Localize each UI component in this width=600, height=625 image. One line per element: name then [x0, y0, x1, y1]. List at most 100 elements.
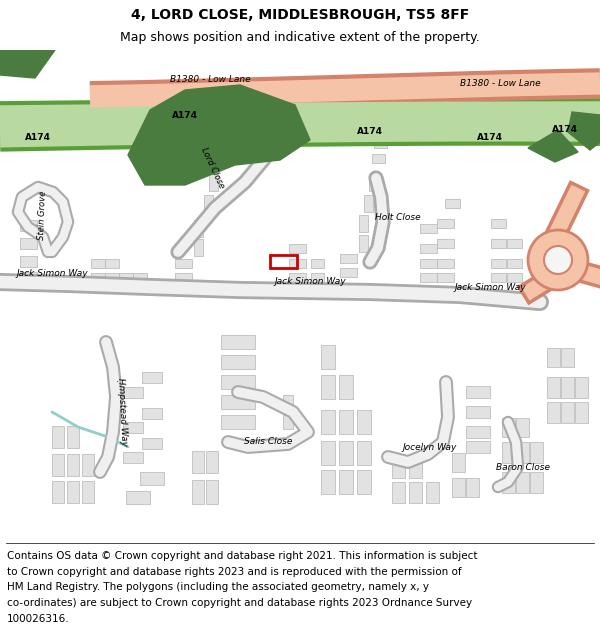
Bar: [223, 129, 233, 146]
Text: Holt Close: Holt Close: [375, 214, 421, 222]
Bar: [437, 259, 454, 268]
Bar: [175, 272, 191, 281]
Bar: [123, 386, 143, 398]
Bar: [359, 214, 367, 231]
Bar: [193, 219, 203, 236]
Bar: [289, 272, 305, 281]
Bar: [206, 451, 218, 473]
Bar: [209, 174, 218, 191]
Text: 4, LORD CLOSE, MIDDLESBROUGH, TS5 8FF: 4, LORD CLOSE, MIDDLESBROUGH, TS5 8FF: [131, 8, 469, 22]
Circle shape: [528, 230, 588, 290]
Bar: [368, 174, 377, 191]
Bar: [340, 254, 356, 262]
Bar: [419, 244, 437, 252]
Bar: [193, 239, 203, 256]
Bar: [364, 194, 373, 211]
Bar: [221, 395, 255, 409]
Text: A174: A174: [477, 134, 503, 142]
Text: A174: A174: [357, 127, 383, 136]
Bar: [67, 454, 79, 476]
Bar: [506, 259, 521, 268]
Bar: [340, 268, 356, 276]
Bar: [52, 481, 64, 503]
Text: Jack Simon Way: Jack Simon Way: [274, 277, 346, 286]
Bar: [289, 259, 305, 268]
Bar: [515, 471, 529, 492]
Bar: [142, 438, 162, 449]
Bar: [203, 194, 212, 211]
Bar: [530, 441, 542, 462]
Bar: [140, 471, 164, 484]
Bar: [452, 452, 464, 471]
Bar: [105, 272, 119, 281]
Bar: [311, 259, 323, 268]
Bar: [560, 401, 574, 422]
Bar: [491, 239, 505, 248]
Bar: [212, 149, 223, 166]
Bar: [91, 259, 105, 268]
Bar: [445, 199, 460, 208]
Bar: [221, 355, 255, 369]
Bar: [515, 418, 529, 436]
Bar: [357, 410, 371, 434]
Polygon shape: [128, 85, 310, 185]
Bar: [283, 415, 293, 429]
Bar: [289, 244, 305, 252]
Bar: [547, 401, 560, 422]
Circle shape: [544, 246, 572, 274]
Bar: [575, 401, 587, 422]
Bar: [221, 335, 255, 349]
Polygon shape: [0, 50, 55, 78]
Bar: [321, 410, 335, 434]
Bar: [547, 348, 560, 366]
Text: Map shows position and indicative extent of the property.: Map shows position and indicative extent…: [120, 31, 480, 44]
Bar: [91, 272, 105, 281]
Text: Salis Close: Salis Close: [244, 438, 292, 446]
Text: Contains OS data © Crown copyright and database right 2021. This information is : Contains OS data © Crown copyright and d…: [7, 551, 478, 561]
Bar: [142, 371, 162, 382]
Bar: [560, 348, 574, 366]
Bar: [357, 441, 371, 465]
Bar: [419, 259, 437, 268]
Bar: [491, 219, 505, 228]
Bar: [357, 470, 371, 494]
Bar: [409, 456, 421, 478]
Bar: [437, 219, 454, 228]
Bar: [339, 410, 353, 434]
Bar: [359, 234, 367, 251]
Bar: [409, 481, 421, 502]
Bar: [373, 139, 386, 148]
Bar: [82, 454, 94, 476]
Bar: [491, 259, 505, 268]
Bar: [133, 272, 147, 281]
Bar: [466, 426, 490, 438]
Bar: [321, 470, 335, 494]
Bar: [19, 271, 37, 282]
Bar: [192, 480, 204, 504]
Bar: [269, 254, 296, 268]
Bar: [575, 376, 587, 398]
Bar: [283, 395, 293, 409]
Bar: [466, 441, 490, 453]
Bar: [142, 408, 162, 419]
Bar: [265, 118, 278, 126]
Bar: [339, 375, 353, 399]
Bar: [371, 154, 385, 162]
Bar: [82, 481, 94, 503]
Bar: [321, 375, 335, 399]
Bar: [515, 441, 529, 462]
Bar: [175, 259, 191, 268]
Bar: [123, 421, 143, 432]
Bar: [502, 471, 515, 492]
Polygon shape: [528, 130, 578, 162]
Bar: [19, 256, 37, 266]
Bar: [547, 376, 560, 398]
Text: Baron Close: Baron Close: [496, 462, 550, 471]
Bar: [206, 480, 218, 504]
Bar: [123, 451, 143, 462]
Bar: [530, 471, 542, 492]
Text: Jack Simon Way: Jack Simon Way: [16, 269, 88, 278]
Bar: [321, 441, 335, 465]
Text: Lord Close: Lord Close: [200, 146, 226, 190]
Text: 100026316.: 100026316.: [7, 614, 70, 624]
